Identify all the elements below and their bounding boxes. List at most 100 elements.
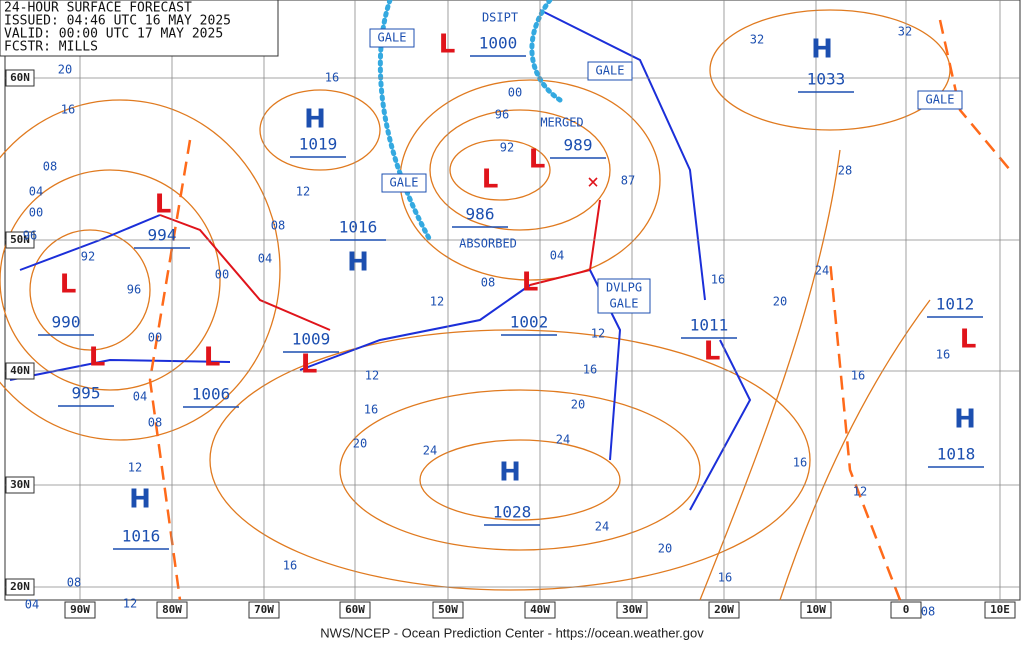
isobar-label: 92	[81, 250, 95, 264]
header-line: VALID: 00:00 UTC 17 MAY 2025	[4, 27, 223, 42]
lat-label: 60N	[10, 71, 30, 84]
isobar-label: 16	[583, 363, 597, 377]
gale-label: GALE	[596, 64, 625, 78]
isobar-label: 24	[815, 264, 829, 278]
isobar	[0, 169, 221, 391]
isobar-label: 24	[556, 433, 570, 447]
isobar-label: 12	[853, 485, 867, 499]
center-symbol: L	[704, 337, 721, 367]
isobar-label: 96	[495, 108, 509, 122]
lon-label: 10W	[806, 603, 826, 616]
gale-box	[381, 173, 427, 193]
lat-label: 40N	[10, 364, 30, 377]
isobar	[429, 109, 611, 231]
cold-front	[689, 339, 752, 511]
isobar-label: 00	[215, 268, 229, 282]
gale-box	[369, 28, 415, 48]
center-symbol: L	[155, 190, 172, 220]
center-pressure: 1002	[510, 313, 549, 332]
lon-label: 0	[903, 603, 910, 616]
label-box	[64, 601, 96, 619]
isobar-label: 16	[325, 71, 339, 85]
center-symbol: H	[347, 248, 369, 278]
center-symbol: H	[954, 405, 976, 435]
center-pressure: 989	[564, 136, 593, 155]
isobar-label: 16	[936, 348, 950, 362]
center-pressure: 994	[148, 226, 177, 245]
center-symbol: L	[482, 165, 499, 195]
annotation: ABSORBED	[459, 237, 517, 251]
lon-label: 30W	[622, 603, 642, 616]
isobar-label: 04	[258, 252, 272, 266]
isobar-label: 16	[711, 273, 725, 287]
header-box	[0, 0, 279, 57]
lon-label: 40W	[530, 603, 550, 616]
isobar	[259, 89, 381, 171]
lon-label: 10E	[990, 603, 1010, 616]
isobar-label: 28	[838, 164, 852, 178]
label-box	[5, 476, 35, 494]
isobar-label: 08	[43, 160, 57, 174]
isobar-label: 92	[500, 141, 514, 155]
isobar-label: 16	[364, 403, 378, 417]
label-box	[800, 601, 832, 619]
cold-front	[539, 9, 706, 301]
isobar-label: 08	[921, 605, 935, 619]
trough	[828, 259, 902, 601]
center-pressure: 1016	[339, 218, 378, 237]
center-pressure: 1006	[192, 385, 231, 404]
label-box	[5, 69, 35, 87]
center-pressure: 986	[466, 205, 495, 224]
isobar	[29, 229, 151, 351]
label-box	[616, 601, 648, 619]
label-box	[5, 362, 35, 380]
lon-label: 20W	[714, 603, 734, 616]
isobar	[209, 329, 811, 591]
isobar-label: 96	[127, 283, 141, 297]
center-pressure: 1016	[122, 527, 161, 546]
isobar-label: 12	[430, 295, 444, 309]
isobar-label: 08	[481, 276, 495, 290]
isobar-label: 12	[128, 461, 142, 475]
center-symbol: L	[60, 270, 77, 300]
isobar-label: 24	[595, 520, 609, 534]
gale-label: GALE	[390, 176, 419, 190]
lon-label: 70W	[254, 603, 274, 616]
warm-front	[159, 214, 331, 331]
isobar	[449, 139, 551, 201]
annotation: DVLPG	[606, 281, 642, 295]
isobar	[339, 389, 701, 551]
lon-label: 60W	[345, 603, 365, 616]
header-line: ISSUED: 04:46 UTC 16 MAY 2025	[4, 14, 231, 29]
isobar-label: 04	[133, 390, 147, 404]
lon-label: 90W	[70, 603, 90, 616]
trough	[529, 0, 563, 103]
marker-x: ×	[587, 170, 599, 194]
isobar-label: 00	[508, 86, 522, 100]
annotation: DSIPT	[482, 11, 518, 25]
isobar	[699, 149, 841, 601]
center-pressure: 990	[52, 313, 81, 332]
center-pressure: 1000	[479, 34, 518, 53]
isobar-label: 16	[718, 571, 732, 585]
isobar-label: 12	[365, 369, 379, 383]
header-line: 24-HOUR SURFACE FORECAST	[4, 1, 192, 16]
label-box	[524, 601, 556, 619]
lat-label: 50N	[10, 233, 30, 246]
isobar-label: 04	[550, 249, 564, 263]
isobar-label: 12	[123, 597, 137, 611]
footer: NWS/NCEP - Ocean Prediction Center - htt…	[320, 625, 704, 640]
lat-label: 30N	[10, 478, 30, 491]
center-symbol: H	[811, 35, 833, 65]
isobar	[779, 299, 931, 601]
isobar-label: 16	[283, 559, 297, 573]
center-pressure: 1009	[292, 330, 331, 349]
cold-front	[9, 358, 231, 381]
isobar-label: 00	[29, 206, 43, 220]
trough	[377, 0, 433, 243]
center-pressure: 1033	[807, 70, 846, 89]
isobar-label: 12	[591, 327, 605, 341]
annotation: MERGED	[540, 116, 583, 130]
center-symbol: L	[529, 145, 546, 175]
isobar-label: 20	[773, 295, 787, 309]
